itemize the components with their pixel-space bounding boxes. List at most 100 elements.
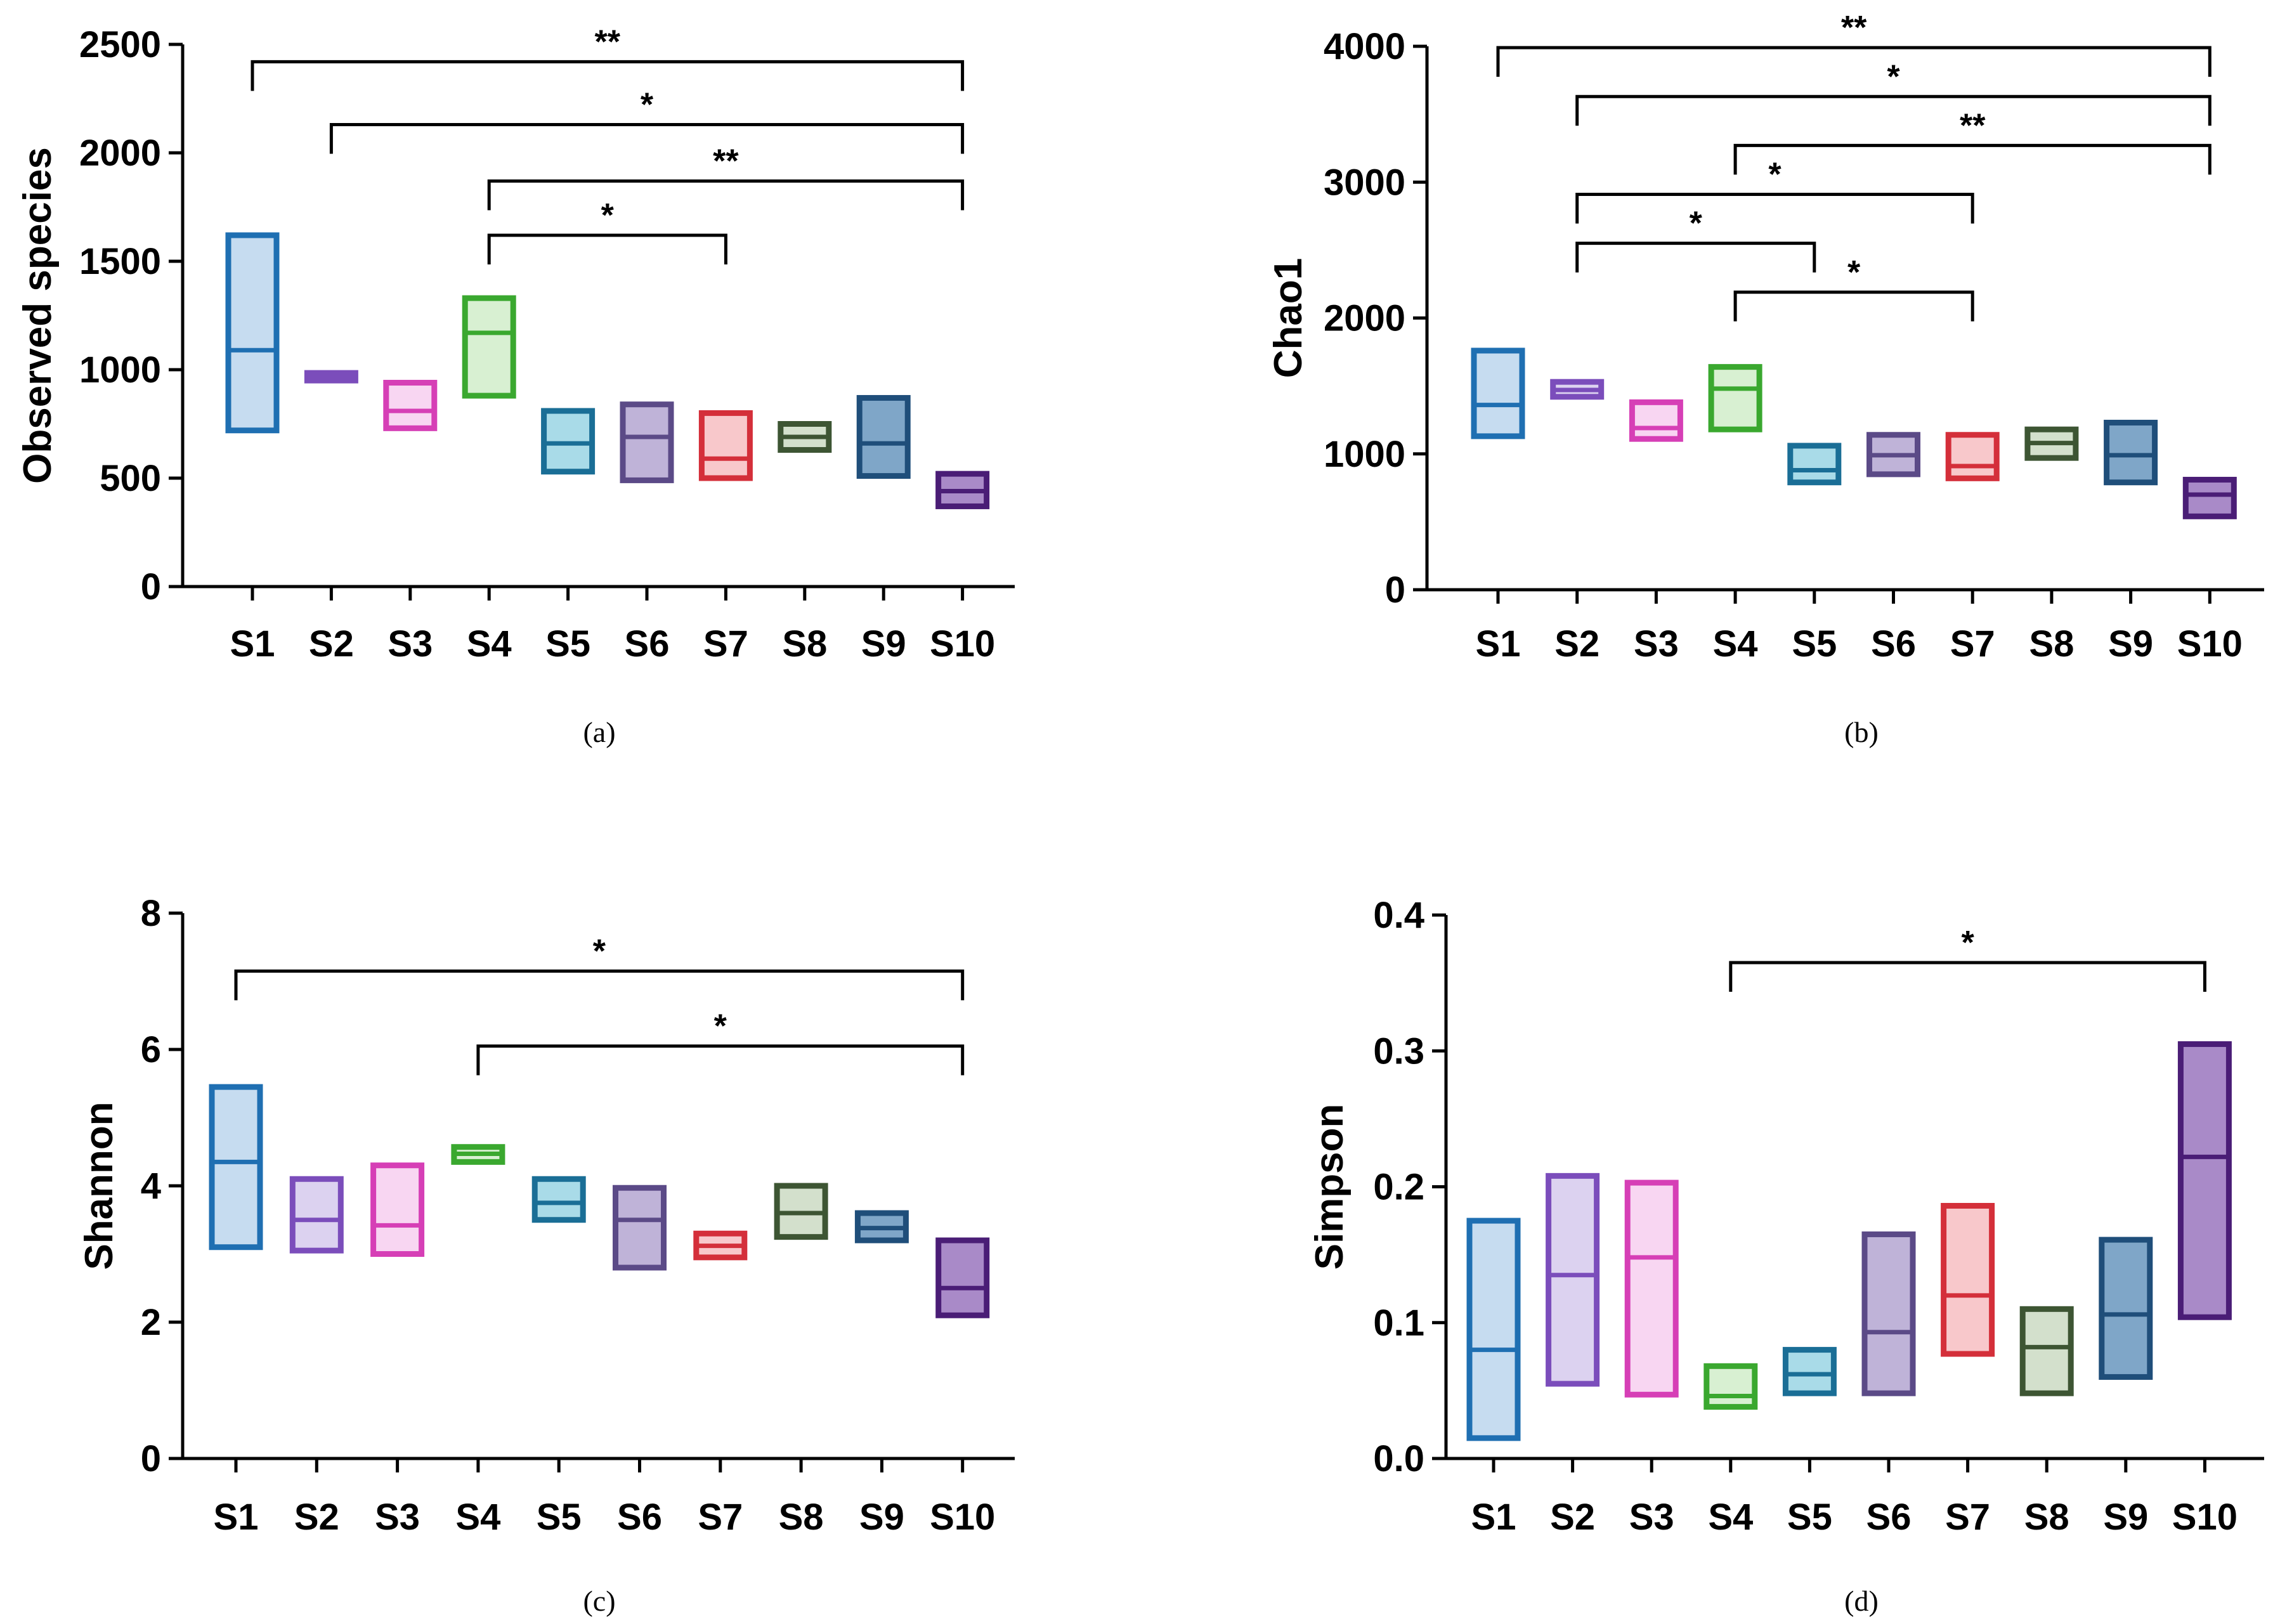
x-tick-label: S10: [930, 623, 995, 665]
x-tick-label: S9: [861, 623, 906, 665]
box-s5: [1787, 443, 1842, 486]
significance-bracket: *: [1729, 925, 2206, 992]
significance-label: **: [1960, 107, 1986, 144]
x-tick-label: S4: [467, 623, 512, 665]
y-tick-label: 3000: [1324, 162, 1405, 203]
x-tick-label: S5: [1792, 623, 1837, 665]
x-tick-label: S2: [1554, 623, 1599, 665]
y-tick-label: 2500: [79, 24, 161, 65]
bracket-line: [329, 123, 965, 154]
significance-label: **: [1841, 10, 1867, 46]
box-s9: [854, 1210, 909, 1244]
box-s1: [209, 1084, 263, 1250]
y-tick-label: 1500: [79, 241, 161, 282]
box-s6: [1861, 1231, 1916, 1396]
x-tick-label: S6: [1866, 1497, 1912, 1538]
x-tick-label: S10: [930, 1497, 995, 1538]
box-body: [2177, 1041, 2232, 1320]
x-tick-label: S6: [625, 623, 670, 665]
y-tick-label: 6: [141, 1029, 161, 1070]
bracket-line: [234, 969, 965, 1001]
box-body: [935, 1237, 990, 1318]
box-s2: [289, 1176, 344, 1254]
y-tick-label: 0.4: [1373, 895, 1424, 936]
box-s2: [1550, 379, 1605, 400]
bracket-line: [487, 179, 965, 211]
panel-caption: (c): [583, 1585, 615, 1617]
bracket-line: [1733, 290, 1974, 322]
bracket-line: [487, 233, 727, 264]
y-tick-label: 1000: [79, 349, 161, 391]
box-s2: [304, 370, 358, 384]
y-axis-label: Observed species: [16, 147, 60, 484]
box-s8: [778, 421, 832, 453]
box-body: [1624, 1179, 1679, 1398]
box-body: [1703, 1363, 1758, 1410]
box-body: [1629, 399, 1683, 442]
box-body: [289, 1176, 344, 1254]
box-body: [2019, 1306, 2074, 1396]
panel-simpson: 0.0 0.1 0.2 0.3 0.4 Simpson S1 S2 S3 S4 S5 S6 S7 S8 S9…: [1308, 895, 2264, 1617]
significance-bracket: *: [1733, 254, 1974, 322]
box-s2: [1546, 1173, 1600, 1387]
significance-label: *: [601, 197, 615, 234]
box-s9: [856, 394, 911, 479]
box-s4: [451, 1144, 505, 1165]
box-s10: [2182, 476, 2237, 519]
box-s10: [935, 471, 990, 509]
panel-shannon: 0 2 4 6 8 Shannon S1 S2 S3 S4 S5 S6 S7 S8 S9 S10 * * (c): [77, 893, 1015, 1617]
box-body: [383, 380, 438, 431]
box-s10: [935, 1237, 990, 1318]
box-s3: [1629, 399, 1683, 442]
x-tick-label: S1: [1471, 1497, 1516, 1538]
y-tick-label: 4: [141, 1166, 161, 1207]
box-body: [613, 1185, 667, 1271]
x-tick-label: S4: [455, 1497, 500, 1538]
y-tick-label: 2000: [1324, 298, 1405, 339]
x-tick-label: S5: [537, 1497, 582, 1538]
box-s5: [541, 408, 596, 475]
y-tick-label: 0.0: [1373, 1438, 1424, 1479]
significance-label: *: [1887, 58, 1900, 95]
box-s9: [2104, 419, 2158, 486]
box-s7: [693, 1230, 748, 1261]
box-s3: [1624, 1179, 1679, 1398]
x-tick-label: S1: [214, 1497, 259, 1538]
box-s9: [2099, 1237, 2153, 1380]
x-tick-label: S8: [2029, 623, 2074, 665]
x-tick-label: S7: [703, 623, 748, 665]
y-tick-label: 0.2: [1373, 1167, 1424, 1208]
x-tick-label: S6: [1871, 623, 1916, 665]
box-s4: [462, 295, 516, 399]
box-s3: [370, 1162, 425, 1257]
box-body: [209, 1084, 263, 1250]
x-tick-label: S2: [294, 1497, 339, 1538]
y-axis-label: Simpson: [1308, 1104, 1352, 1270]
box-s8: [774, 1183, 828, 1240]
significance-label: *: [593, 933, 606, 970]
x-tick-label: S5: [1787, 1497, 1832, 1538]
x-tick-label: S2: [1550, 1497, 1595, 1538]
significance-label: *: [1961, 925, 1974, 961]
box-s4: [1708, 364, 1762, 432]
significance-bracket: **: [251, 23, 965, 91]
x-tick-label: S3: [1634, 623, 1679, 665]
box-s10: [2177, 1041, 2232, 1320]
x-tick-label: S4: [1708, 1497, 1753, 1538]
significance-bracket: *: [1575, 205, 1816, 273]
x-tick-label: S3: [1629, 1497, 1674, 1538]
box-body: [1861, 1231, 1916, 1396]
bracket-line: [1575, 242, 1816, 273]
box-body: [370, 1162, 425, 1257]
box-body: [620, 401, 674, 483]
box-s6: [1866, 432, 1920, 477]
x-tick-label: S7: [698, 1497, 743, 1538]
y-tick-label: 4000: [1324, 26, 1405, 67]
y-tick-label: 1000: [1324, 434, 1405, 475]
y-tick-label: 2000: [79, 133, 161, 174]
x-tick-label: S8: [2024, 1497, 2069, 1538]
x-tick-label: S3: [375, 1497, 420, 1538]
significance-label: *: [1768, 157, 1782, 193]
box-s6: [620, 401, 674, 483]
x-tick-label: S8: [779, 1497, 824, 1538]
